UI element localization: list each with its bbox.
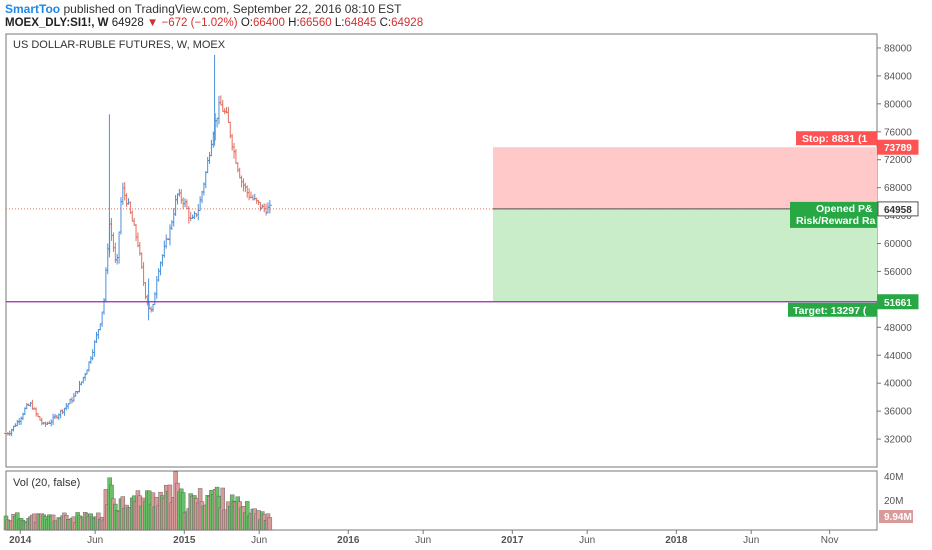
- time-tick-label: 2014: [9, 535, 32, 546]
- close-value: 64928: [391, 17, 424, 29]
- open-label: O:: [240, 17, 253, 29]
- opened-label: Opened P&: [816, 203, 873, 215]
- opened-label-bg: [790, 201, 877, 228]
- price-series-group: [4, 54, 272, 437]
- low-label: L:: [334, 17, 345, 29]
- risk-reward-label: Risk/Reward Ra: [796, 215, 876, 227]
- time-tick-label: Nov: [821, 535, 839, 546]
- time-tick-label: 2018: [665, 535, 688, 546]
- price-axis[interactable]: 3200036000400004400048000520005600060000…: [877, 43, 913, 523]
- time-tick-label: Jun: [415, 535, 431, 546]
- symbol-line: MOEX_DLY:SI1!, W 64928 ▼ −672 (−1.02%) O…: [5, 17, 423, 29]
- stop-label: Stop: 8831 (1: [802, 133, 868, 145]
- volume-pane-frame: [5, 470, 878, 531]
- price-tick-label: 32000: [884, 435, 912, 446]
- volume-last-tag-bg: [879, 510, 913, 523]
- price-tick-label: 76000: [884, 127, 912, 138]
- price-tag: 51661: [884, 298, 912, 309]
- time-tick-label: Jun: [579, 535, 595, 546]
- price-tick-label: 56000: [884, 267, 912, 278]
- price-tag: 73789: [884, 143, 912, 154]
- price-change: −672 (−1.02%): [161, 17, 238, 29]
- close-label: C:: [379, 17, 392, 29]
- high-value: 66560: [299, 17, 332, 29]
- time-tick-label: 2015: [173, 535, 196, 546]
- target-label: Target: 13297 (: [793, 305, 867, 317]
- price-tick-label: 72000: [884, 155, 912, 166]
- target-label-bg: [788, 302, 877, 317]
- low-value: 64845: [344, 17, 377, 29]
- position-labels: Stop: 8831 (1 Opened P&Risk/Reward Ra Targ…: [788, 131, 919, 317]
- publish-info: published on TradingView.com, September …: [63, 2, 402, 16]
- chart-title: US DOLLAR-RUBLE FUTURES, W, MOEX: [13, 39, 226, 51]
- volume-bar: [267, 517, 273, 531]
- time-tick-label: Jun: [87, 535, 103, 546]
- volume-bars-group: [3, 471, 273, 531]
- stop-label-bg: [796, 131, 877, 146]
- price-tick-label: 88000: [884, 43, 912, 54]
- publish-line: SmartToo published on TradingView.com, S…: [5, 2, 401, 16]
- open-value: 66400: [252, 17, 285, 29]
- price-tick-label: 60000: [884, 239, 912, 250]
- time-axis[interactable]: 2014 Jun 2015 Jun 2016 Jun 2017 Jun 2018 Jun Nov: [9, 530, 839, 546]
- price-tick-label: 44000: [884, 351, 912, 362]
- symbol-name[interactable]: MOEX_DLY:SI1!, W: [5, 17, 109, 29]
- price-tag-bg: [877, 294, 919, 310]
- high-label: H:: [288, 17, 300, 29]
- volume-last-tag: 9.94M: [884, 512, 912, 523]
- time-tick-label: Jun: [743, 535, 759, 546]
- time-tick-label: 2016: [337, 535, 360, 546]
- volume-tick-label: 40M: [884, 472, 903, 483]
- price-tick-label: 36000: [884, 407, 912, 418]
- price-tag-bg: [877, 201, 919, 217]
- price-tick-label: 64000: [884, 211, 912, 222]
- price-tag-bg: [877, 139, 919, 155]
- time-tick-label: Jun: [251, 535, 267, 546]
- price-tick-label: 68000: [884, 183, 912, 194]
- down-arrow-icon: ▼: [146, 17, 159, 29]
- last-price: 64928: [111, 17, 144, 29]
- volume-title: Vol (20, false): [13, 477, 80, 489]
- author-link[interactable]: SmartToo: [5, 2, 61, 16]
- time-tick-label: 2017: [501, 535, 524, 546]
- price-tick-label: 48000: [884, 323, 912, 334]
- volume-tick-label: 20M: [884, 496, 903, 507]
- price-tick-label: 40000: [884, 379, 912, 390]
- price-tick-label: 84000: [884, 71, 912, 82]
- price-tick-label: 80000: [884, 99, 912, 110]
- price-tag: 64958: [884, 205, 912, 216]
- position-zones: [493, 147, 877, 302]
- stop-zone: [493, 147, 877, 209]
